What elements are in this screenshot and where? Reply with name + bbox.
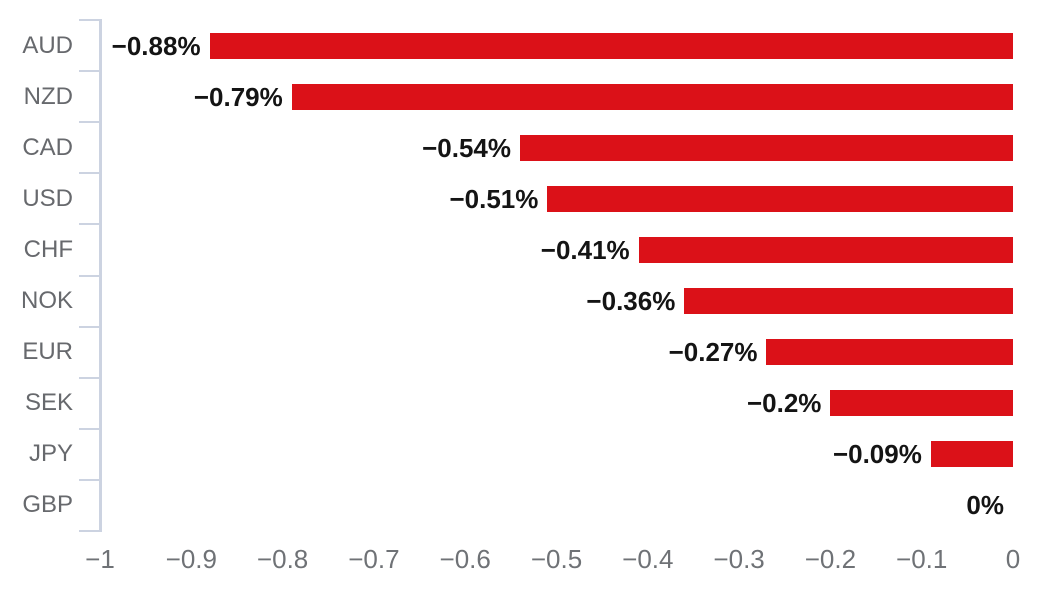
x-axis-label-neg0.4: −0.4: [622, 544, 674, 574]
value-label-cad: −0.54%: [422, 132, 511, 163]
x-axis-label-neg0.5: −0.5: [530, 544, 583, 574]
x-axis-label-neg0.7: −0.7: [348, 544, 400, 574]
y-axis-tick: [79, 427, 102, 430]
category-label-aud: AUD: [22, 31, 73, 59]
x-axis-label-neg1: −1: [85, 544, 115, 574]
value-label-eur: −0.27%: [668, 337, 758, 368]
y-axis-tick: [79, 274, 102, 277]
value-label-nzd: −0.79%: [193, 81, 283, 112]
bar-nzd: [291, 83, 1013, 110]
x-axis-label-neg0.3: −0.3: [713, 544, 765, 574]
y-axis-tick: [79, 530, 102, 532]
category-label-jpy: JPY: [28, 440, 73, 468]
x-axis-label-neg0.2: −0.2: [804, 544, 857, 574]
value-label-aud: −0.88%: [111, 30, 201, 61]
y-axis-tick: [79, 223, 102, 226]
bar-chf: [638, 236, 1013, 263]
x-axis-label-neg0.1: −0.1: [896, 544, 948, 574]
category-label-chf: CHF: [23, 235, 73, 263]
bar-usd: [547, 185, 1013, 212]
value-label-jpy: −0.09%: [832, 439, 922, 470]
value-label-sek: −0.2%: [746, 388, 822, 419]
value-label-chf: −0.41%: [540, 234, 630, 265]
bar-cad: [519, 134, 1013, 161]
bar-eur: [766, 339, 1013, 366]
bar-aud: [209, 32, 1013, 59]
y-axis-tick: [79, 325, 102, 328]
category-label-eur: EUR: [22, 338, 73, 366]
y-axis-tick: [79, 70, 102, 73]
x-axis-label-neg0.9: −0.9: [165, 544, 217, 574]
category-label-nzd: NZD: [23, 82, 73, 110]
x-axis-label-neg0.6: −0.6: [439, 544, 491, 574]
category-label-nok: NOK: [20, 287, 73, 315]
value-label-usd: −0.51%: [449, 183, 539, 214]
x-axis-label-neg0.8: −0.8: [256, 544, 309, 574]
bar-jpy: [930, 441, 1013, 468]
y-axis-tick: [79, 478, 102, 481]
y-axis-tick: [79, 172, 102, 175]
y-axis-tick: [79, 121, 102, 124]
y-axis-tick: [79, 376, 102, 379]
y-axis-tick: [79, 19, 102, 21]
category-label-sek: SEK: [24, 389, 73, 417]
value-label-gbp: 0%: [966, 490, 1004, 521]
bar-sek: [830, 390, 1013, 417]
bar-nok: [684, 288, 1013, 315]
x-axis-label-0: 0: [1005, 544, 1021, 574]
category-label-cad: CAD: [22, 133, 73, 161]
category-label-usd: USD: [22, 184, 73, 212]
value-label-nok: −0.36%: [586, 286, 676, 317]
category-label-gbp: GBP: [22, 491, 73, 519]
